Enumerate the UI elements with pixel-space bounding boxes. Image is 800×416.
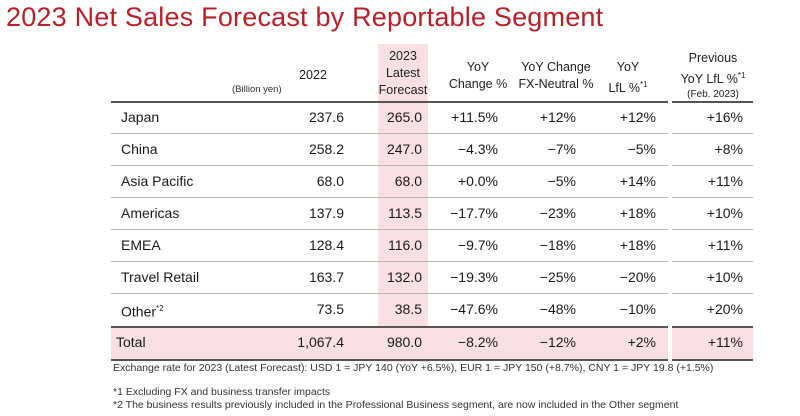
footnote-1: *1 Excluding FX and business transfer im… (113, 386, 331, 398)
row-label: Other*2 (121, 303, 164, 320)
cell-latest: 980.0 (386, 334, 422, 350)
cell-lfl: +14% (619, 173, 656, 189)
cell-yoy: −4.3% (457, 141, 498, 157)
row-label: Travel Retail (121, 269, 200, 285)
header-previous-lfl: Previous YoY LfL %*1 (Feb. 2023) (680, 51, 746, 101)
cell-fx-neutral: −48% (539, 301, 576, 317)
cell-prev-lfl: +11% (707, 334, 743, 350)
cell-2022: 237.6 (308, 109, 344, 125)
cell-fx-neutral: −5% (547, 173, 576, 189)
row-label: Americas (121, 205, 180, 221)
header-2022: 2022 (299, 68, 327, 82)
row-label: China (121, 141, 158, 157)
cell-latest: 68.0 (394, 173, 422, 189)
cell-latest: 113.5 (388, 205, 422, 221)
cell-2022: 73.5 (316, 301, 344, 317)
cell-yoy: −17.7% (450, 205, 498, 221)
cell-latest: 265.0 (386, 109, 422, 125)
cell-yoy: −9.7% (457, 237, 498, 253)
cell-latest: 116.0 (388, 237, 422, 253)
cell-lfl: +18% (619, 205, 656, 221)
footnote-marker: *2 (156, 304, 164, 313)
row-rule (111, 229, 753, 230)
cell-fx-neutral: −25% (539, 269, 576, 285)
row-label: Japan (121, 109, 160, 125)
footnote-2: *2 The business results previously inclu… (113, 399, 679, 411)
cell-lfl: −20% (619, 269, 656, 285)
cell-prev-lfl: +8% (714, 141, 743, 157)
cell-2022: 163.7 (308, 269, 344, 285)
total-rule-bottom (111, 359, 753, 361)
header-latest-forecast: 2023 Latest Forecast (378, 49, 428, 97)
cell-lfl: −5% (627, 141, 656, 157)
cell-2022: 258.2 (308, 141, 344, 157)
cell-prev-lfl: +11% (707, 173, 743, 189)
latest-forecast-highlight (378, 44, 428, 362)
row-rule (111, 293, 753, 294)
row-label: Asia Pacific (121, 173, 194, 189)
header-rule (111, 101, 753, 103)
cell-yoy: −19.3% (450, 269, 498, 285)
total-label: Total (116, 334, 146, 350)
cell-2022: 1,067.4 (297, 334, 344, 350)
row-rule (111, 165, 753, 166)
cell-lfl: −10% (619, 301, 656, 317)
cell-lfl: +18% (619, 237, 656, 253)
exchange-rate-note: Exchange rate for 2023 (Latest Forecast)… (113, 362, 714, 374)
cell-prev-lfl: +10% (706, 205, 743, 221)
cell-fx-neutral: −18% (539, 237, 576, 253)
row-label: EMEA (121, 237, 161, 253)
header-yoy-change: YoY Change % (448, 60, 508, 91)
cell-lfl: +12% (619, 109, 656, 125)
row-rule (111, 197, 753, 198)
row-rule (111, 133, 753, 134)
cell-2022: 128.4 (308, 237, 344, 253)
cell-prev-lfl: +11% (707, 237, 743, 253)
cell-prev-lfl: +16% (706, 109, 743, 125)
cell-prev-lfl: +10% (706, 269, 743, 285)
cell-yoy: +11.5% (451, 109, 498, 125)
total-rule-top (111, 326, 753, 328)
cell-yoy: +0.0% (457, 173, 498, 189)
cell-2022: 137.9 (308, 205, 344, 221)
unit-label: (Billion yen) (232, 84, 282, 95)
cell-2022: 68.0 (316, 173, 344, 189)
column-separator (668, 44, 672, 364)
cell-fx-neutral: −12% (539, 334, 576, 350)
cell-latest: 132.0 (386, 269, 422, 285)
page-title: 2023 Net Sales Forecast by Reportable Se… (6, 2, 604, 32)
cell-latest: 247.0 (386, 141, 422, 157)
cell-fx-neutral: +12% (539, 109, 576, 125)
row-rule (111, 261, 753, 262)
cell-yoy: −8.2% (457, 334, 498, 350)
header-fx-neutral: YoY Change FX-Neutral % (518, 60, 594, 91)
total-row-background (111, 327, 753, 359)
cell-fx-neutral: −23% (539, 205, 576, 221)
cell-lfl: +2% (627, 334, 656, 350)
cell-prev-lfl: +20% (706, 301, 743, 317)
cell-fx-neutral: −7% (547, 141, 576, 157)
header-lfl: YoY LfL %*1 (608, 60, 648, 96)
cell-latest: 38.5 (394, 301, 422, 317)
cell-yoy: −47.6% (450, 301, 498, 317)
